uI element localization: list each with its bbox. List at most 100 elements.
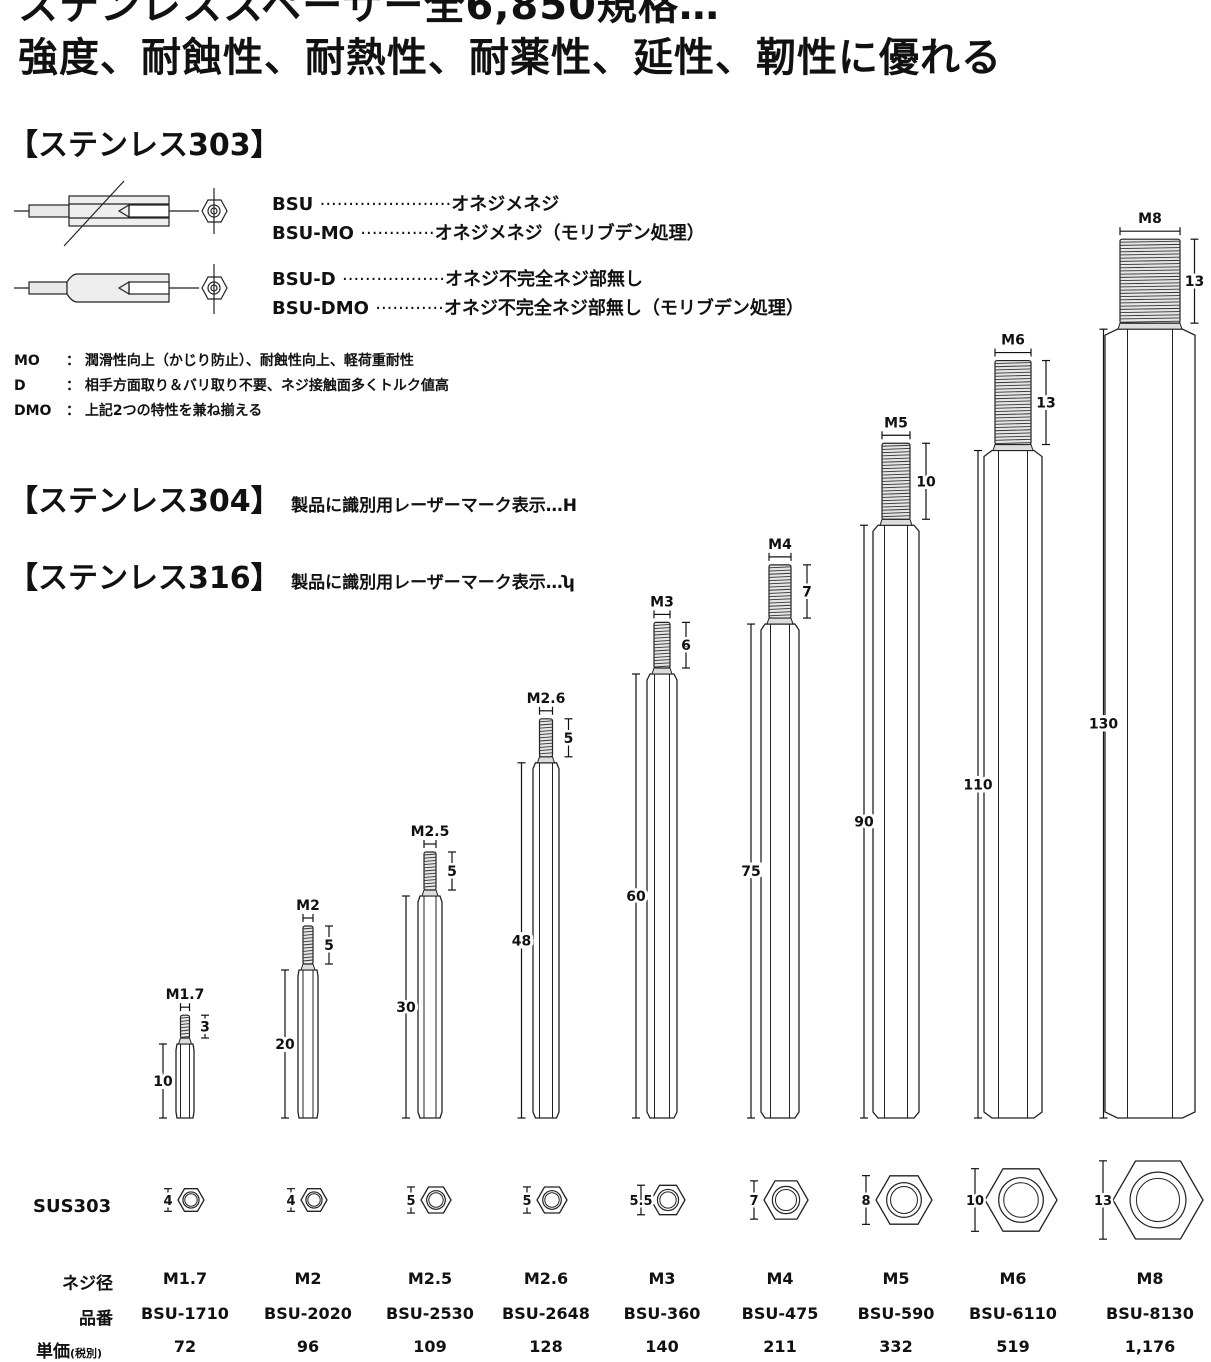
hex-bore-inner xyxy=(307,1193,321,1207)
cell-part: BSU-2648 xyxy=(502,1304,590,1323)
thread-line xyxy=(539,726,553,729)
thread-line xyxy=(653,662,671,665)
thread-line xyxy=(653,655,671,658)
hex-bore-inner xyxy=(544,1192,560,1208)
cell-price: 128 xyxy=(529,1337,563,1356)
thread-line xyxy=(302,940,314,943)
thread-size-label: M4 xyxy=(768,537,792,553)
sus316-heading: 【ステンレス316】 製品に識別用レーザーマーク表示…ʮ xyxy=(8,561,575,596)
thread-line xyxy=(768,579,792,582)
thread-line xyxy=(1119,314,1181,317)
thread-size-label: M2.6 xyxy=(527,691,566,707)
thread-line xyxy=(994,422,1032,425)
body-length-label: 20 xyxy=(275,1037,295,1053)
cell-price: 519 xyxy=(996,1337,1030,1356)
thread-line xyxy=(881,444,911,447)
row-label-thread: ネジ径 xyxy=(62,1274,113,1294)
cell-thread: M4 xyxy=(766,1269,794,1288)
title-line-2: 強度、耐蝕性、耐熱性、耐薬性、延性、靭性に優れる xyxy=(18,35,1002,81)
thread-size-label: M2.5 xyxy=(411,824,450,840)
thread-line xyxy=(881,457,911,460)
thread-line xyxy=(1119,295,1181,298)
thread-line xyxy=(994,416,1032,419)
spacer-body xyxy=(872,524,920,1119)
thread-line xyxy=(994,419,1032,422)
thread-line xyxy=(1119,301,1181,304)
material-label: SUS303 xyxy=(33,1196,112,1217)
thread-line xyxy=(768,569,792,572)
thread-line xyxy=(1119,304,1181,307)
spacer-shoulder xyxy=(536,756,556,764)
thread-line xyxy=(994,442,1032,444)
bsu-spacer-diagram xyxy=(14,180,228,314)
thread-line xyxy=(180,1026,190,1029)
thread-line xyxy=(768,595,792,598)
thread-line xyxy=(994,394,1032,396)
cell-price: 211 xyxy=(763,1337,797,1356)
thread-line xyxy=(994,406,1032,409)
thread-line xyxy=(994,381,1032,384)
note-dmo: DMO： 上記2つの特性を兼ね揃える xyxy=(14,403,263,419)
thread-line xyxy=(994,413,1032,416)
body-length-label: 110 xyxy=(963,777,992,793)
stud-length-label: 7 xyxy=(802,584,812,600)
thread-line xyxy=(423,866,437,869)
body-length-label: 60 xyxy=(626,889,646,905)
thread-line xyxy=(180,1016,190,1019)
stud-length-label: 13 xyxy=(1185,274,1204,290)
thread-line xyxy=(180,1019,190,1022)
thread-line xyxy=(994,426,1032,428)
thread-line xyxy=(994,429,1032,432)
hex-end-view xyxy=(1112,1160,1204,1240)
thread-line xyxy=(302,930,314,933)
body-length-label: 130 xyxy=(1089,717,1118,733)
thread-line xyxy=(768,572,792,575)
spacer-shoulder xyxy=(177,1037,193,1045)
thread-line xyxy=(539,729,553,732)
thread-line xyxy=(1119,317,1181,320)
cell-thread: M6 xyxy=(999,1269,1027,1288)
cell-price: 72 xyxy=(173,1337,197,1356)
thread-line xyxy=(881,483,911,486)
thread-line xyxy=(423,869,437,872)
thread-line xyxy=(881,492,911,495)
thread-line xyxy=(881,470,911,473)
cell-price: 109 xyxy=(413,1337,447,1356)
body-length-label: 48 xyxy=(512,933,531,949)
row-label-part: 品番 xyxy=(79,1309,113,1329)
cell-part: BSU-590 xyxy=(857,1304,935,1323)
thread-line xyxy=(1119,259,1181,262)
thread-line xyxy=(768,585,792,588)
thread-line xyxy=(180,1023,190,1026)
thread-line xyxy=(1119,285,1181,288)
code-bsu: BSU ·······················オネジメネジ xyxy=(272,194,560,215)
cell-part: BSU-8130 xyxy=(1106,1304,1194,1323)
hex-bore xyxy=(771,1185,801,1215)
hex-end-view xyxy=(763,1180,809,1220)
thread-line xyxy=(1119,291,1181,294)
thread-line xyxy=(539,745,553,748)
thread-line xyxy=(881,454,911,457)
thread-line xyxy=(1119,240,1181,243)
thread-line xyxy=(994,374,1032,377)
thread-line xyxy=(653,627,671,630)
thread-line xyxy=(881,512,911,514)
thread-line xyxy=(1119,272,1181,275)
thread-line xyxy=(994,387,1032,390)
thread-line xyxy=(881,508,911,511)
thread-size-label: M1.7 xyxy=(166,987,205,1003)
cell-price: 140 xyxy=(645,1337,679,1356)
thread-line xyxy=(302,933,314,936)
thread-size-label: M2 xyxy=(296,898,320,914)
thread-line xyxy=(881,460,911,463)
thread-line xyxy=(1119,247,1181,250)
thread-line xyxy=(768,598,792,601)
hex-bore xyxy=(1129,1171,1187,1229)
code-bsu-dmo: BSU-DMO ············オネジ不完全ネジ部無し（モリブデン処理） xyxy=(272,298,804,319)
cell-thread: M3 xyxy=(648,1269,676,1288)
hex-bore-inner xyxy=(184,1193,198,1207)
thread-line xyxy=(881,476,911,479)
thread-line xyxy=(1119,253,1181,256)
thread-line xyxy=(653,636,671,639)
thread-line xyxy=(302,943,314,946)
